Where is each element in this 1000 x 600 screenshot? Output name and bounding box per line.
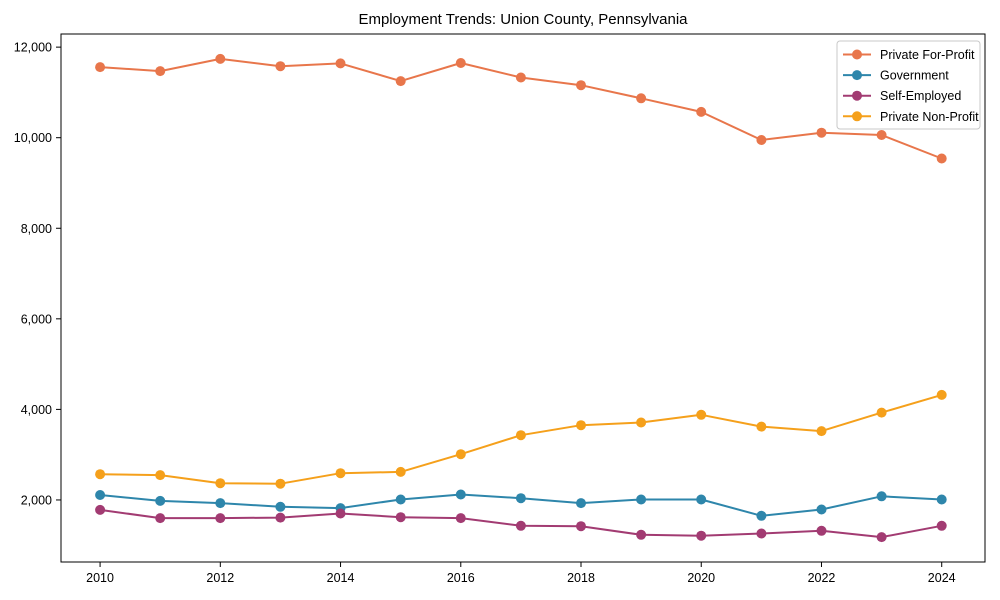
data-point-private-non-profit-2012 — [215, 478, 226, 489]
x-tick-label: 2016 — [447, 571, 475, 585]
data-point-private-non-profit-2016 — [455, 449, 466, 460]
data-point-private-non-profit-2022 — [816, 426, 827, 437]
data-point-self-employed-2014 — [335, 508, 346, 519]
data-point-private-non-profit-2015 — [395, 466, 406, 477]
data-point-self-employed-2011 — [155, 513, 166, 524]
legend-marker-icon — [852, 90, 862, 101]
data-point-private-non-profit-2021 — [756, 421, 767, 432]
series-private-non-profit — [95, 389, 947, 489]
data-point-private-non-profit-2011 — [155, 470, 166, 481]
data-point-private-non-profit-2019 — [636, 417, 647, 428]
data-point-private-for-profit-2021 — [756, 135, 767, 145]
legend-marker-icon — [852, 49, 862, 60]
x-tick-label: 2018 — [567, 571, 595, 585]
data-point-self-employed-2019 — [636, 529, 647, 540]
data-point-government-2015 — [395, 494, 406, 505]
data-point-government-2017 — [515, 493, 526, 504]
data-point-private-for-profit-2018 — [576, 80, 586, 91]
data-point-self-employed-2021 — [756, 528, 767, 539]
y-tick-label: 12,000 — [14, 41, 52, 55]
data-point-private-for-profit-2011 — [155, 66, 166, 77]
data-point-private-non-profit-2014 — [335, 468, 346, 479]
data-point-self-employed-2024 — [936, 520, 947, 531]
data-point-private-for-profit-2015 — [395, 76, 406, 87]
data-point-private-for-profit-2017 — [515, 72, 526, 83]
y-tick-label: 8,000 — [21, 222, 52, 236]
y-axis: 2,000 4,000 6,000 8,000 10,000 12,000 — [14, 41, 61, 507]
data-point-self-employed-2012 — [215, 513, 226, 524]
data-point-private-non-profit-2010 — [95, 469, 106, 480]
y-tick-label: 6,000 — [21, 312, 52, 326]
data-point-private-non-profit-2024 — [936, 389, 947, 400]
data-point-government-2010 — [95, 490, 106, 500]
legend-marker-icon — [852, 111, 862, 122]
data-point-government-2023 — [876, 491, 887, 502]
x-axis: 2010 2012 2014 2016 2018 2020 2022 2024 — [86, 562, 956, 585]
series-self-employed — [95, 504, 947, 543]
data-point-private-for-profit-2022 — [816, 127, 827, 138]
x-tick-label: 2024 — [928, 571, 956, 585]
data-point-self-employed-2015 — [395, 512, 406, 523]
legend-label: Government — [880, 69, 949, 83]
legend-label: Private For-Profit — [880, 48, 975, 62]
legend-item-self-employed: Self-Employed — [843, 89, 961, 103]
data-point-self-employed-2023 — [876, 532, 887, 543]
data-point-government-2022 — [816, 504, 827, 515]
legend-item-government: Government — [843, 69, 949, 83]
x-tick-label: 2020 — [687, 571, 715, 585]
data-point-government-2016 — [455, 489, 466, 500]
data-point-self-employed-2022 — [816, 525, 827, 536]
data-point-private-for-profit-2016 — [455, 58, 466, 68]
x-tick-label: 2012 — [206, 571, 234, 585]
data-point-private-for-profit-2012 — [215, 53, 226, 64]
legend-box — [836, 40, 981, 130]
data-point-government-2011 — [155, 495, 166, 506]
data-point-government-2018 — [576, 498, 586, 509]
legend-marker-icon — [852, 70, 862, 81]
series-private-for-profit — [95, 53, 947, 164]
x-tick-label: 2014 — [327, 571, 355, 585]
data-point-private-for-profit-2024 — [936, 153, 947, 164]
legend-label: Private Non-Profit — [880, 110, 979, 124]
data-point-government-2020 — [696, 494, 707, 505]
data-point-private-for-profit-2013 — [275, 61, 286, 72]
legend-item-private-for-profit: Private For-Profit — [843, 48, 975, 62]
data-point-private-non-profit-2017 — [515, 430, 526, 441]
data-point-government-2013 — [275, 501, 286, 512]
data-point-government-2012 — [215, 498, 226, 509]
x-tick-label: 2022 — [808, 571, 836, 585]
data-point-private-non-profit-2018 — [576, 420, 586, 431]
y-tick-label: 2,000 — [21, 493, 52, 507]
data-point-government-2021 — [756, 510, 767, 521]
data-point-private-for-profit-2019 — [636, 93, 647, 104]
y-tick-label: 10,000 — [14, 131, 52, 145]
legend: Private For-Profit Government Self-Employe… — [836, 40, 981, 130]
data-point-self-employed-2020 — [696, 530, 707, 541]
data-point-private-non-profit-2013 — [275, 478, 286, 489]
chart-title: Employment Trends: Union County, Pennsyl… — [358, 11, 688, 28]
data-point-self-employed-2018 — [576, 521, 586, 532]
plot-area-border — [60, 33, 986, 563]
data-point-self-employed-2016 — [455, 513, 466, 524]
y-tick-label: 4,000 — [21, 403, 52, 417]
data-point-private-non-profit-2023 — [876, 407, 887, 418]
x-tick-label: 2010 — [86, 571, 114, 585]
data-point-government-2024 — [936, 494, 947, 505]
data-point-private-non-profit-2020 — [696, 409, 707, 420]
legend-item-private-non-profit: Private Non-Profit — [843, 110, 979, 124]
data-point-private-for-profit-2010 — [95, 62, 106, 73]
data-point-private-for-profit-2020 — [696, 106, 707, 117]
legend-label: Self-Employed — [880, 89, 961, 103]
data-point-government-2019 — [636, 494, 647, 505]
data-point-private-for-profit-2023 — [876, 130, 887, 140]
data-point-self-employed-2013 — [275, 512, 286, 523]
series-government — [95, 489, 947, 521]
data-point-private-for-profit-2014 — [335, 58, 346, 69]
data-point-self-employed-2017 — [515, 520, 526, 531]
data-point-self-employed-2010 — [95, 504, 106, 515]
